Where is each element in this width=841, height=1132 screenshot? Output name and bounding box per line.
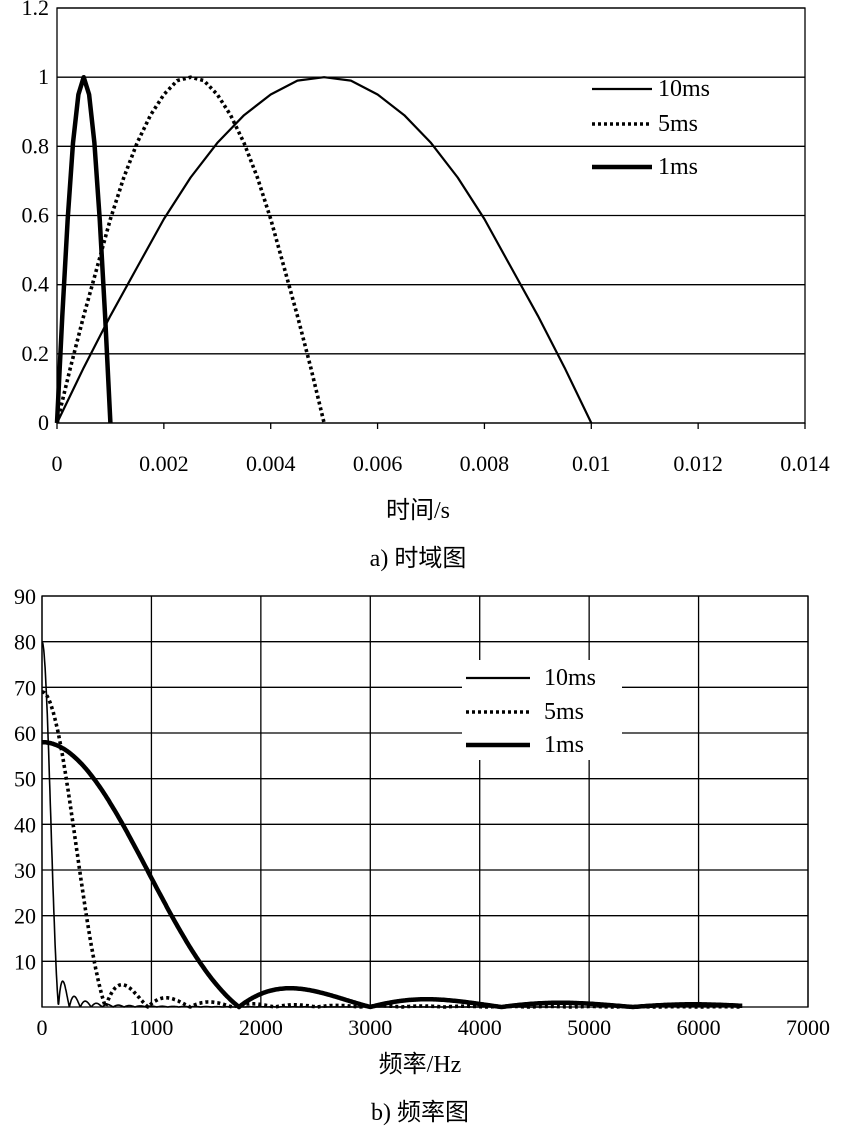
- freq-ytick-label: 40: [14, 812, 36, 837]
- time-legend-label-10ms: 10ms: [658, 76, 710, 102]
- freq-ytick-label: 20: [14, 904, 36, 929]
- time-series-group: [54, 74, 593, 424]
- freq-legend: 10ms 5ms 1ms: [462, 660, 622, 760]
- time-ytick-label: 1.2: [22, 0, 50, 20]
- freq-legend-label-5ms: 5ms: [544, 699, 584, 725]
- time-ytick-label: 0: [38, 410, 49, 435]
- time-xtick-label: 0.014: [780, 451, 830, 476]
- freq-xtick-label: 3000: [348, 1015, 392, 1040]
- freq-legend-label-1ms: 1ms: [544, 732, 584, 758]
- time-series-1ms: [54, 74, 113, 424]
- freq-xtick-label: 2000: [239, 1015, 283, 1040]
- time-ytick-label: 0.2: [22, 341, 50, 366]
- freq-xtick-label: 5000: [567, 1015, 611, 1040]
- freq-series-1ms: [40, 739, 744, 1010]
- time-xtick-label: 0.008: [460, 451, 510, 476]
- freq-ytick-label: 50: [14, 767, 36, 792]
- time-caption: a) 时域图: [370, 545, 467, 572]
- freq-xtick-label: 4000: [458, 1015, 502, 1040]
- freq-ytick-label: 70: [14, 675, 36, 700]
- freq-xtick-label: 0: [37, 1015, 48, 1040]
- freq-xtick-label: 6000: [677, 1015, 721, 1040]
- time-xtick-label: 0.01: [572, 451, 611, 476]
- time-series-5ms: [55, 75, 326, 424]
- freq-plot-frame: [41, 595, 809, 1008]
- freq-xtick-label: 1000: [129, 1015, 173, 1040]
- freq-series-5ms: [40, 690, 743, 1009]
- time-legend: 10ms 5ms 1ms: [592, 76, 710, 180]
- time-domain-chart: 0 0.2 0.4 0.6 0.8 1 1.2 0 0.002 0.004 0.006 0.008 0.…: [22, 0, 830, 572]
- time-legend-label-5ms: 5ms: [658, 111, 698, 137]
- freq-series-10ms: [41, 641, 557, 1008]
- freq-ytick-label: 80: [14, 630, 36, 655]
- freq-ytick-label: 30: [14, 858, 36, 883]
- time-ytick-label: 0.4: [22, 272, 50, 297]
- freq-xtick-label: 7000: [786, 1015, 830, 1040]
- time-tick-labels: 0 0.2 0.4 0.6 0.8 1 1.2 0 0.002 0.004 0.006 0.008 0.…: [22, 0, 830, 476]
- time-xtick-label: 0.004: [246, 451, 296, 476]
- time-xtick-label: 0.012: [673, 451, 723, 476]
- time-grid: [56, 7, 806, 429]
- time-plot-frame: [56, 7, 806, 424]
- time-ytick-label: 0.8: [22, 133, 50, 158]
- freq-tick-labels: 10 20 30 40 50 60 70 80 90 0 1000 2000 3000 4000 5000 6…: [14, 584, 830, 1040]
- freq-ytick-label: 10: [14, 949, 36, 974]
- freq-ytick-label: 60: [14, 721, 36, 746]
- freq-ytick-label: 90: [14, 584, 36, 609]
- time-xtick-label: 0.006: [353, 451, 403, 476]
- time-xtick-label: 0.002: [139, 451, 189, 476]
- freq-xlabel: 频率/Hz: [379, 1051, 462, 1078]
- freq-grid: [41, 595, 809, 1008]
- freq-legend-label-10ms: 10ms: [544, 665, 596, 691]
- frequency-chart: 10 20 30 40 50 60 70 80 90 0 1000 2000 3000 4000 5000 6…: [14, 584, 830, 1126]
- time-series-10ms: [56, 76, 593, 424]
- time-ytick-label: 0.6: [22, 203, 50, 228]
- freq-series-group: [40, 641, 744, 1010]
- freq-caption: b) 频率图: [371, 1099, 469, 1126]
- time-xlabel: 时间/s: [386, 497, 450, 524]
- time-legend-label-1ms: 1ms: [658, 154, 698, 180]
- time-ytick-label: 1: [38, 64, 49, 89]
- time-xtick-label: 0: [52, 451, 63, 476]
